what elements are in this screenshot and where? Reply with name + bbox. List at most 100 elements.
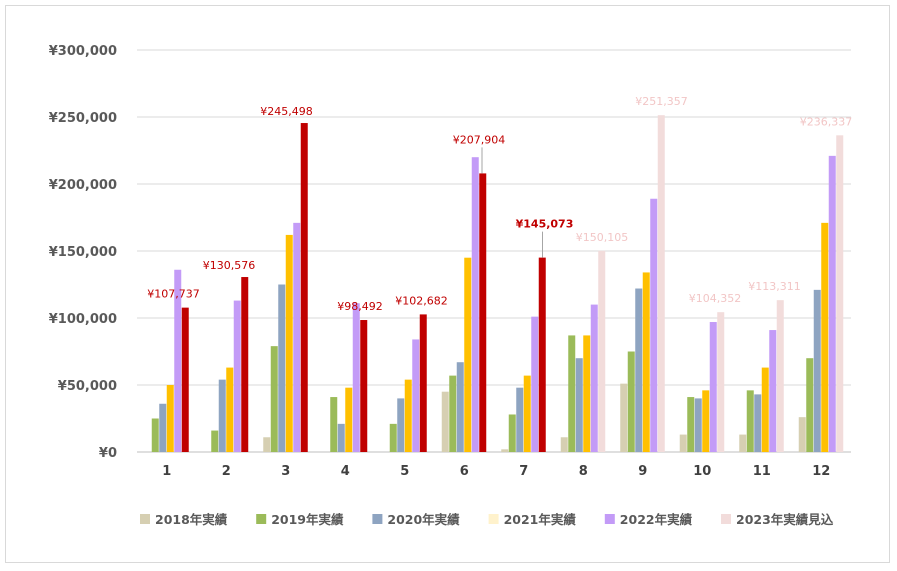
bar: [404, 379, 412, 452]
legend-label: 2019年実績: [271, 512, 344, 527]
bar: [241, 277, 249, 452]
x-tick-label: 1: [162, 464, 171, 479]
legend-label: 2018年実績: [155, 512, 228, 527]
bar: [389, 423, 397, 452]
bar: [501, 449, 509, 452]
data-label: ¥102,682: [395, 294, 448, 307]
data-label: ¥207,904: [453, 133, 506, 146]
bar: [806, 358, 814, 452]
bar: [739, 434, 747, 452]
legend-swatch: [256, 514, 267, 524]
legend-label: 2023年実績見込: [736, 512, 834, 527]
bar: [337, 423, 345, 452]
bar: [717, 312, 725, 452]
bar: [523, 375, 531, 452]
bar: [769, 330, 777, 452]
legend-swatch: [140, 514, 150, 524]
x-tick-label: 9: [638, 464, 647, 479]
bar: [702, 390, 710, 452]
bar: [650, 198, 658, 452]
bar: [568, 335, 576, 452]
bar: [166, 385, 174, 452]
bar: [598, 250, 606, 452]
data-label: ¥104,352: [689, 292, 742, 305]
y-tick-label: ¥300,000: [49, 44, 117, 59]
bar: [575, 358, 583, 452]
bar: [590, 304, 598, 452]
bar: [746, 390, 754, 452]
bar: [226, 367, 234, 452]
bar: [218, 379, 226, 452]
bar: [813, 289, 821, 452]
bar: [278, 284, 286, 452]
x-tick-label: 8: [579, 464, 588, 479]
bar: [441, 391, 449, 452]
bar: [181, 307, 189, 452]
y-tick-label: ¥100,000: [49, 312, 117, 327]
data-label: ¥150,105: [576, 231, 629, 244]
x-tick-label: 10: [693, 464, 711, 479]
y-axis-ticks: ¥0 ¥50,000 ¥100,000 ¥150,000 ¥200,000 ¥250,00…: [49, 44, 117, 461]
bar: [828, 155, 836, 453]
bar: [679, 434, 687, 452]
bars: [151, 115, 844, 453]
legend-label: 2021年実績: [504, 512, 577, 527]
x-tick-label: 6: [460, 464, 469, 479]
data-label: ¥145,073: [516, 218, 574, 231]
bar: [270, 346, 278, 452]
bar: [538, 257, 546, 452]
bar: [821, 222, 829, 452]
bar: [508, 414, 516, 452]
bar: [419, 314, 427, 452]
bar: [627, 351, 635, 452]
y-tick-label: ¥150,000: [49, 245, 117, 260]
legend-label: 2020年実績: [387, 512, 460, 527]
bar: [293, 222, 301, 452]
y-tick-label: ¥0: [99, 446, 117, 461]
y-tick-label: ¥50,000: [58, 379, 117, 394]
bar: [776, 300, 784, 452]
x-tick-label: 5: [400, 464, 409, 479]
x-tick-label: 12: [812, 464, 830, 479]
bar: [263, 437, 271, 452]
bar: [412, 339, 420, 452]
bar: [798, 417, 806, 452]
data-label: ¥245,498: [260, 105, 313, 118]
legend-swatch: [721, 514, 731, 524]
bar: [620, 383, 628, 452]
bar: [174, 269, 182, 452]
x-tick-label: 2: [222, 464, 231, 479]
bar: [352, 303, 360, 452]
legend-swatch: [604, 514, 615, 524]
bar: [709, 322, 717, 452]
gridlines: [137, 49, 851, 453]
x-tick-label: 7: [519, 464, 528, 479]
x-tick-label: 3: [281, 464, 290, 479]
legend-label: 2022年実績: [620, 512, 693, 527]
bar: [360, 320, 368, 452]
data-labels: ¥107,737 ¥130,576 ¥245,498 ¥98,492 ¥102,682 ¥…: [147, 95, 852, 313]
bar: [211, 430, 219, 452]
bar: [560, 437, 568, 452]
bar: [479, 173, 487, 453]
data-label: ¥236,337: [800, 115, 853, 128]
bar: [635, 288, 643, 452]
bar: [471, 157, 479, 452]
bar: [687, 397, 695, 452]
bar: [397, 398, 405, 452]
chart-frame: [5, 5, 890, 563]
data-label: ¥113,311: [748, 280, 801, 293]
bar: [642, 272, 650, 452]
legend-swatch: [488, 514, 499, 524]
bar: [657, 115, 665, 453]
bar: [836, 135, 844, 453]
bar: [464, 257, 472, 452]
bar: [761, 367, 769, 452]
bar: [285, 234, 293, 452]
bar: [531, 316, 539, 452]
bar: [694, 398, 702, 452]
bar: [233, 300, 241, 452]
bar: [151, 418, 159, 452]
legend: 2018年実績 2019年実績 2020年実績 2021年実績 2022年実績 2023年…: [140, 512, 834, 527]
